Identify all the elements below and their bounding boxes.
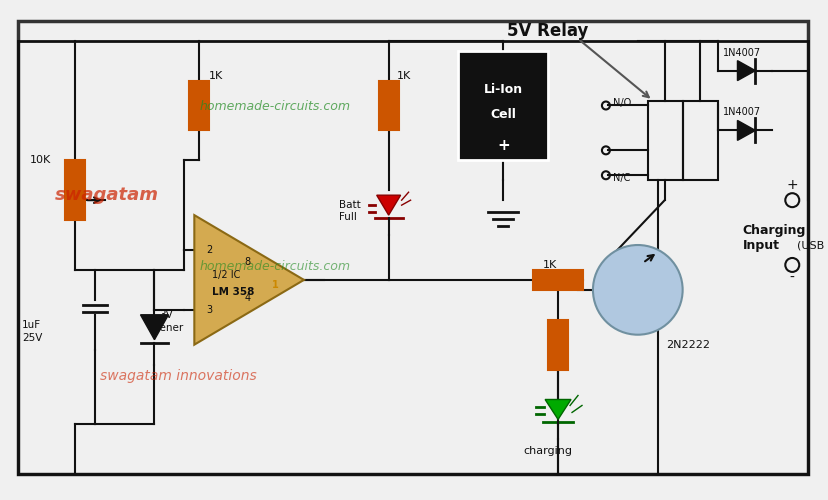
Polygon shape: [141, 315, 168, 340]
Text: 1K: 1K: [209, 70, 224, 81]
Text: Batt: Batt: [339, 200, 360, 210]
Text: zener: zener: [154, 322, 184, 332]
Polygon shape: [545, 400, 570, 419]
Text: 1uF: 1uF: [22, 320, 41, 330]
Text: homemade-circuits.com: homemade-circuits.com: [199, 100, 350, 114]
Polygon shape: [737, 120, 754, 141]
FancyBboxPatch shape: [458, 50, 547, 160]
Bar: [681, 100, 717, 180]
Text: 1N4007: 1N4007: [722, 108, 760, 118]
Text: 1: 1: [272, 280, 278, 290]
Text: 4: 4: [244, 293, 250, 303]
Text: Cell: Cell: [489, 108, 516, 121]
Text: 3: 3: [206, 305, 212, 315]
Text: homemade-circuits.com: homemade-circuits.com: [199, 260, 350, 273]
Circle shape: [592, 245, 681, 334]
Bar: [65, 160, 84, 220]
Bar: [378, 80, 398, 130]
Text: 1K: 1K: [396, 70, 411, 81]
Text: (USB: (USB: [797, 240, 824, 250]
Bar: [532, 270, 582, 290]
Text: swagatam innovations: swagatam innovations: [99, 368, 256, 382]
Text: +: +: [786, 178, 797, 192]
Text: 3V: 3V: [159, 310, 173, 320]
Text: -: -: [789, 271, 794, 285]
Text: swagatam: swagatam: [55, 186, 159, 204]
Text: N/C: N/C: [612, 173, 629, 183]
Text: Li-Ion: Li-Ion: [483, 82, 522, 96]
Text: 2N2222: 2N2222: [665, 340, 709, 349]
Polygon shape: [737, 60, 754, 80]
Text: 10K: 10K: [30, 156, 51, 166]
Text: Input: Input: [742, 238, 778, 252]
Bar: [547, 320, 567, 370]
Text: 1/2 IC: 1/2 IC: [212, 270, 240, 280]
Text: +: +: [496, 138, 509, 153]
Text: LM 358: LM 358: [212, 287, 254, 297]
Text: Full: Full: [339, 212, 356, 222]
Text: 25V: 25V: [22, 332, 42, 342]
Text: 5V Relay: 5V Relay: [507, 22, 588, 40]
Text: 1N4007: 1N4007: [722, 48, 760, 58]
Polygon shape: [376, 195, 400, 215]
Bar: [189, 80, 209, 130]
Text: 8: 8: [244, 257, 250, 267]
Text: Charging: Charging: [742, 224, 805, 236]
Text: 2: 2: [206, 245, 212, 255]
Polygon shape: [194, 215, 304, 344]
Text: N/O: N/O: [612, 98, 630, 108]
Bar: [647, 100, 681, 180]
Text: charging: charging: [522, 446, 571, 456]
Text: 1K: 1K: [542, 260, 556, 270]
